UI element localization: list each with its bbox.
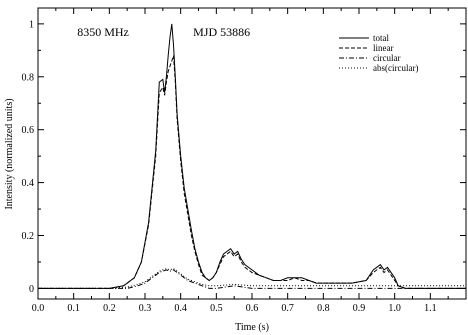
axis-ticks (37, 8, 466, 299)
series-abs-circular (38, 268, 466, 289)
y-tick-label: 1 (29, 19, 34, 30)
legend-label: abs(circular) (373, 63, 418, 73)
x-tick-label: 1.1 (424, 303, 437, 314)
y-tick-label: 0 (29, 284, 34, 295)
x-tick-label: 0.6 (246, 303, 259, 314)
y-tick-label: 0.8 (22, 72, 35, 83)
x-axis-label: Time (s) (235, 322, 269, 333)
y-tick-label: 0.6 (22, 125, 35, 136)
annotations: 8350 MHz MJD 53886 (77, 25, 250, 39)
x-tick-label: 0.9 (353, 303, 366, 314)
annotation-text: 8350 MHz (77, 25, 129, 39)
series-linear (38, 55, 466, 289)
legend-label: circular (373, 53, 400, 63)
data-series (38, 23, 466, 289)
x-tick-labels: 0.0 0.1 0.2 0.3 0.4 0.5 0.6 0.7 0.8 0.9 1.0 1.1 (32, 303, 437, 314)
series-circular (38, 269, 466, 289)
x-tick-label: 0.2 (103, 303, 116, 314)
legend-label: linear (373, 43, 394, 53)
x-tick-label: 0.3 (139, 303, 152, 314)
x-tick-label: 1.0 (388, 303, 401, 314)
annotation-text: MJD 53886 (193, 25, 250, 39)
x-tick-label: 0.4 (174, 303, 187, 314)
y-axis-label: Intensity (normalized units) (4, 98, 15, 209)
y-tick-label: 0.4 (22, 178, 35, 189)
x-tick-label: 0.1 (67, 303, 80, 314)
x-tick-label: 0.5 (210, 303, 223, 314)
y-tick-label: 0.2 (22, 231, 35, 242)
x-tick-label: 0.8 (317, 303, 330, 314)
x-tick-label: 0.7 (281, 303, 294, 314)
y-tick-labels: 0 0.2 0.4 0.6 0.8 1 (22, 19, 35, 295)
plot-frame (37, 7, 467, 300)
x-tick-label: 0.0 (32, 303, 45, 314)
legend-label: total (373, 33, 389, 43)
